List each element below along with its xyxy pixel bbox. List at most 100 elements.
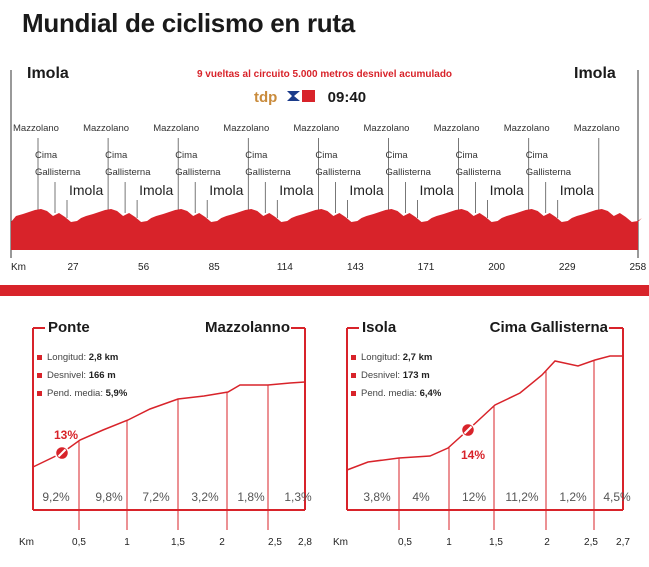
climb-stat-value: 5,9% (105, 388, 128, 399)
climb-stat-label: Longitud: (47, 352, 87, 363)
climb-stat-label: Desnivel: (361, 370, 401, 381)
route-km-tick: 200 (488, 262, 505, 273)
broadcast-time: 09:40 (327, 89, 367, 106)
mazzolano-label: Mazzolano (223, 123, 270, 134)
climb-stat-label: Pend. media: (47, 388, 103, 399)
start-label: Imola (27, 65, 69, 82)
climb-km-tick: 2 (544, 537, 550, 548)
climb-stat-label: Longitud: (361, 352, 401, 363)
broadcast-info: tdp 1 09:40 (254, 89, 366, 107)
cima-label: Cima (315, 150, 338, 161)
climb-km-tick: 2 (219, 537, 225, 548)
segment-gradient-label: 11,2% (505, 490, 539, 504)
cima-label: Cima (175, 150, 198, 161)
climb-profile-line (346, 355, 623, 471)
cima-label: Cima (525, 150, 548, 161)
gallisterna-label: Gallisterna (105, 167, 151, 178)
imola-lap-label: Imola (209, 182, 244, 198)
climb-stat: Desnivel: 173 m (351, 370, 430, 381)
climb-stat: Desnivel: 166 m (37, 370, 116, 381)
mazzolano-label: Mazzolano (83, 123, 130, 134)
climb-km-unit: Km (19, 537, 34, 548)
climb-km-tick: 0,5 (398, 537, 412, 548)
climb-stat-value: 2,7 km (402, 352, 433, 363)
route-km-tick: 85 (208, 262, 220, 273)
tve-logo-icon (286, 89, 316, 107)
climb-panel-1-graphics (32, 327, 306, 530)
cima-label: Cima (245, 150, 268, 161)
route-elevation-profile (11, 209, 642, 250)
segment-gradient-label: 3,2% (191, 490, 219, 504)
max-gradient-label: 14% (461, 448, 486, 462)
gallisterna-label: Gallisterna (525, 167, 572, 178)
climb-profile-line (32, 381, 306, 468)
gallisterna-label: Gallisterna (175, 167, 221, 178)
climb-panel-2-graphics (346, 327, 624, 530)
max-gradient-marker-icon (54, 445, 70, 461)
imola-lap-label: Imola (349, 182, 384, 198)
route-km-tick: 143 (347, 262, 364, 273)
imola-lap-label: Imola (489, 182, 524, 198)
segment-gradient-label: 1,3% (284, 490, 312, 504)
climb-stat-value: 2,8 km (88, 352, 119, 363)
max-gradient-label: 13% (54, 428, 79, 442)
climb-km-unit: Km (333, 537, 348, 548)
imola-lap-label: Imola (419, 182, 454, 198)
imola-lap-label: Imola (69, 182, 104, 198)
cima-label: Cima (35, 150, 58, 161)
climb-stat-label: Desnivel: (47, 370, 87, 381)
route-km-tick: 258 (629, 262, 647, 273)
route-km-tick: 229 (558, 262, 576, 273)
max-gradient-marker-icon (460, 422, 476, 438)
cima-label: Cima (455, 150, 478, 161)
bullet-icon (37, 390, 42, 396)
climb-right-title: Cima Gallisterna (483, 319, 608, 336)
segment-gradient-label: 3,8% (363, 490, 391, 504)
climb-right-title: Mazzolanno (199, 319, 290, 336)
climb-stat-value: 166 m (88, 370, 116, 381)
gallisterna-label: Gallisterna (35, 167, 81, 178)
climb-km-tick: 0,5 (72, 537, 86, 548)
bullet-icon (351, 390, 356, 396)
climb-stat-value: 173 m (402, 370, 430, 381)
climb-km-tick: 2,7 (616, 537, 630, 548)
imola-lap-label: Imola (139, 182, 174, 198)
imola-lap-label: Imola (559, 182, 594, 198)
section-separator (0, 285, 649, 296)
bullet-icon (351, 354, 356, 360)
route-marker-lines (37, 138, 600, 218)
bullet-icon (37, 372, 42, 378)
bullet-icon (37, 354, 42, 360)
gallisterna-label: Gallisterna (385, 167, 431, 178)
climb-stat: Pend. media: 5,9% (37, 388, 127, 399)
segment-gradient-label: 4,5% (603, 490, 631, 504)
segment-gradient-label: 9,8% (95, 490, 123, 504)
route-subtitle: 9 vueltas al circuito 5.000 metros desni… (196, 69, 453, 80)
climb-km-tick: 1,5 (171, 537, 185, 548)
segment-gradient-label: 7,2% (142, 490, 170, 504)
climb-km-tick: 1,5 (489, 537, 503, 548)
gallisterna-label: Gallisterna (455, 167, 502, 178)
mazzolano-label: Mazzolano (293, 123, 340, 134)
finish-label: Imola (574, 65, 616, 82)
gallisterna-label: Gallisterna (245, 167, 291, 178)
climb-stat-label: Pend. media: (361, 388, 417, 399)
imola-lap-label: Imola (279, 182, 314, 198)
route-km-unit: Km (11, 262, 26, 273)
mazzolano-label: Mazzolano (573, 123, 620, 134)
mazzolano-label: Mazzolano (433, 123, 480, 134)
climb-km-tick: 2,8 (298, 537, 312, 548)
segment-gradient-label: 12% (461, 490, 487, 504)
climb-km-tick: 1 (124, 537, 130, 548)
tdp-logo: tdp (254, 89, 278, 106)
mazzolano-label: Mazzolano (13, 123, 59, 134)
cima-label: Cima (105, 150, 128, 161)
route-km-tick: 114 (276, 262, 293, 273)
page-title: Mundial de ciclismo en ruta (22, 8, 355, 38)
mazzolano-label: Mazzolano (363, 123, 410, 134)
climb-km-tick: 2,5 (268, 537, 282, 548)
climb-km-tick: 1 (446, 537, 452, 548)
cima-label: Cima (385, 150, 408, 161)
mazzolano-label: Mazzolano (503, 123, 550, 134)
